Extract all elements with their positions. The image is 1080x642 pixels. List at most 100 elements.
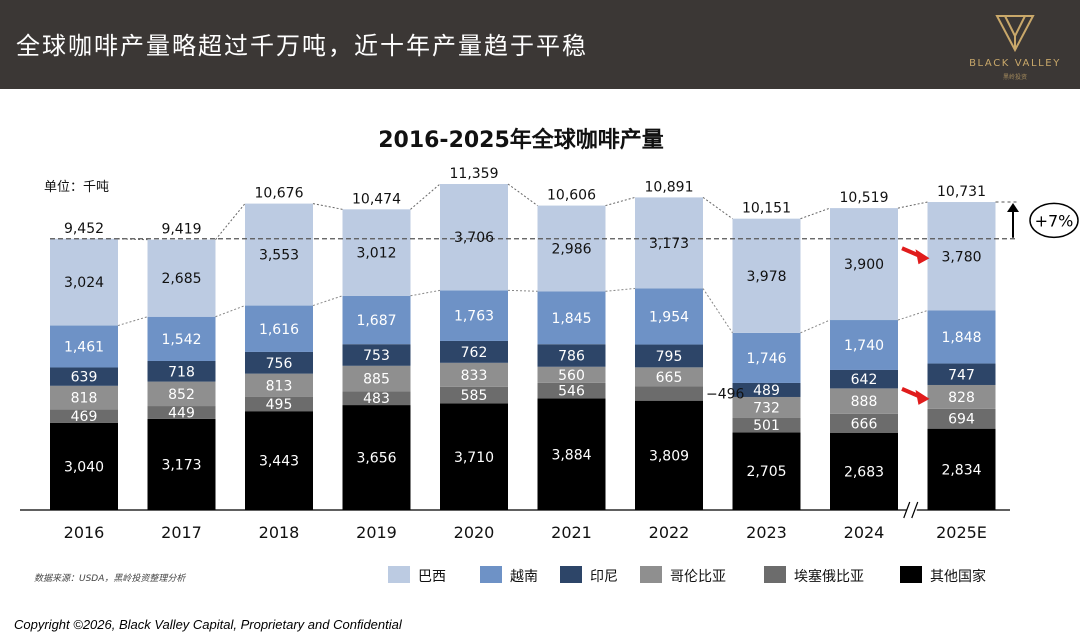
legend-label: 印尼	[590, 569, 618, 585]
copyright-footer: Copyright ©2026, Black Valley Capital, P…	[14, 617, 402, 632]
segment-value-label: 449	[168, 405, 195, 421]
connector-lines	[50, 183, 1018, 334]
segment-value-label: 2,683	[844, 464, 884, 480]
segment-value-label: 1,461	[64, 340, 104, 356]
segment-value-label: 3,706	[454, 230, 494, 246]
segment-value-label: 1,954	[649, 310, 689, 326]
segment-value-label: 753	[363, 348, 390, 364]
total-value-label: 9,419	[161, 222, 201, 238]
segment-value-label: 2,685	[161, 271, 201, 287]
legend-label: 越南	[510, 569, 538, 585]
bar-segment	[635, 386, 703, 401]
segment-value-label: 852	[168, 387, 195, 403]
segment-value-label: 795	[656, 349, 683, 365]
bar-segment	[537, 366, 606, 383]
segment-value-label: 495	[266, 397, 293, 413]
bar-segment	[927, 202, 996, 311]
bar-segment	[50, 367, 118, 386]
segment-value-label: 3,553	[259, 248, 299, 264]
bar-segment	[147, 316, 216, 361]
bar-segment	[830, 208, 898, 321]
bar-segment	[245, 411, 313, 510]
bar-segment	[440, 403, 508, 510]
x-tick-label: 2016	[64, 523, 105, 542]
bar-segment	[440, 183, 508, 291]
bar-segment	[50, 409, 118, 423]
bar-segment	[147, 360, 216, 382]
total-value-label: 10,731	[937, 184, 986, 200]
unit-label: 单位：千吨	[44, 180, 109, 195]
bar-segment	[147, 418, 216, 510]
bar-segment	[732, 396, 801, 418]
bar-segment	[732, 432, 801, 510]
chart-title: 2016-2025年全球咖啡产量	[378, 127, 664, 153]
logo-subtitle: 黑岭投资	[1002, 74, 1027, 81]
vietnam-connector-line	[897, 310, 928, 321]
annotation-layer: +7%	[901, 202, 1079, 405]
segment-value-label: 1,763	[454, 309, 494, 325]
total-value-label: 9,452	[64, 221, 104, 237]
segment-value-label: 665	[656, 370, 683, 386]
highlight-arrowhead	[915, 389, 930, 405]
segment-value-label: 3,710	[454, 450, 494, 466]
segment-value-label: 2,834	[941, 462, 981, 478]
total-value-label: 10,151	[742, 201, 791, 217]
vietnam-connector-line	[507, 289, 538, 292]
segment-value-label: 501	[753, 418, 780, 434]
bar-segment	[635, 367, 703, 387]
bar-segment	[830, 388, 898, 414]
segment-value-label: 546	[558, 384, 585, 400]
bar-segment	[635, 197, 703, 289]
bar-segment	[927, 428, 996, 510]
segment-value-label: 3,173	[161, 457, 201, 473]
segment-value-label: 3,809	[649, 448, 689, 464]
bar-segment	[732, 218, 801, 333]
x-tick-label: 2019	[356, 523, 397, 542]
segment-value-label: 888	[851, 394, 878, 410]
segment-value-label: 1,746	[746, 351, 786, 367]
source-note: 数据来源：USDA，黑岭投资整理分析	[34, 574, 186, 584]
highlight-arrowhead	[915, 249, 930, 265]
segment-value-label: 818	[71, 391, 98, 407]
vietnam-connector-line	[117, 316, 148, 327]
bar-segment	[440, 362, 508, 387]
legend-label: 巴西	[418, 569, 446, 585]
total-connector-line	[605, 196, 636, 207]
bar-segment	[342, 295, 411, 345]
stacked-bar-chart: 2016-2025年全球咖啡产量 单位：千吨 3,040 469 818 639 1,4…	[20, 127, 1079, 542]
segment-value-label: 756	[266, 356, 293, 372]
bar-segment	[245, 373, 313, 397]
bar-segment	[635, 400, 703, 510]
segment-value-label: 1,848	[941, 330, 981, 346]
vietnam-connector-line	[312, 295, 343, 307]
bar-segment	[245, 351, 313, 374]
bar-segment	[732, 382, 801, 397]
total-connector-line	[410, 183, 441, 210]
segment-value-label: 1,687	[356, 313, 396, 329]
vietnam-connector-line	[702, 288, 733, 334]
bar-segment	[50, 422, 118, 510]
page-title: 全球咖啡产量略超过千万吨，近十年产量趋于平稳	[16, 32, 588, 60]
segment-value-label: 3,040	[64, 459, 104, 475]
total-connector-line	[507, 183, 538, 206]
segment-value-label: 639	[71, 370, 98, 386]
growth-arrow-head	[1007, 203, 1019, 213]
brand-logo: BLACK VALLEY 黑岭投资	[960, 10, 1070, 84]
bars-layer	[50, 183, 996, 510]
segment-value-label: 2,986	[551, 241, 591, 257]
vietnam-connector-line	[410, 289, 441, 297]
bar-segment	[927, 408, 996, 429]
segment-value-label: 718	[168, 364, 195, 380]
legend-label: 埃塞俄比亚	[794, 569, 864, 585]
legend-swatch	[560, 566, 582, 583]
vietnam-connector-line	[800, 319, 831, 334]
axis-break-mark	[911, 501, 919, 519]
x-tick-label: 2025E	[936, 523, 987, 542]
bar-segment	[635, 344, 703, 368]
bar-segment	[342, 209, 411, 296]
bar-segment	[342, 365, 411, 392]
total-value-label: 10,676	[255, 186, 304, 202]
total-value-label: 10,519	[840, 190, 889, 206]
segment-value-label: 694	[948, 412, 975, 428]
bar-segment	[537, 344, 606, 367]
